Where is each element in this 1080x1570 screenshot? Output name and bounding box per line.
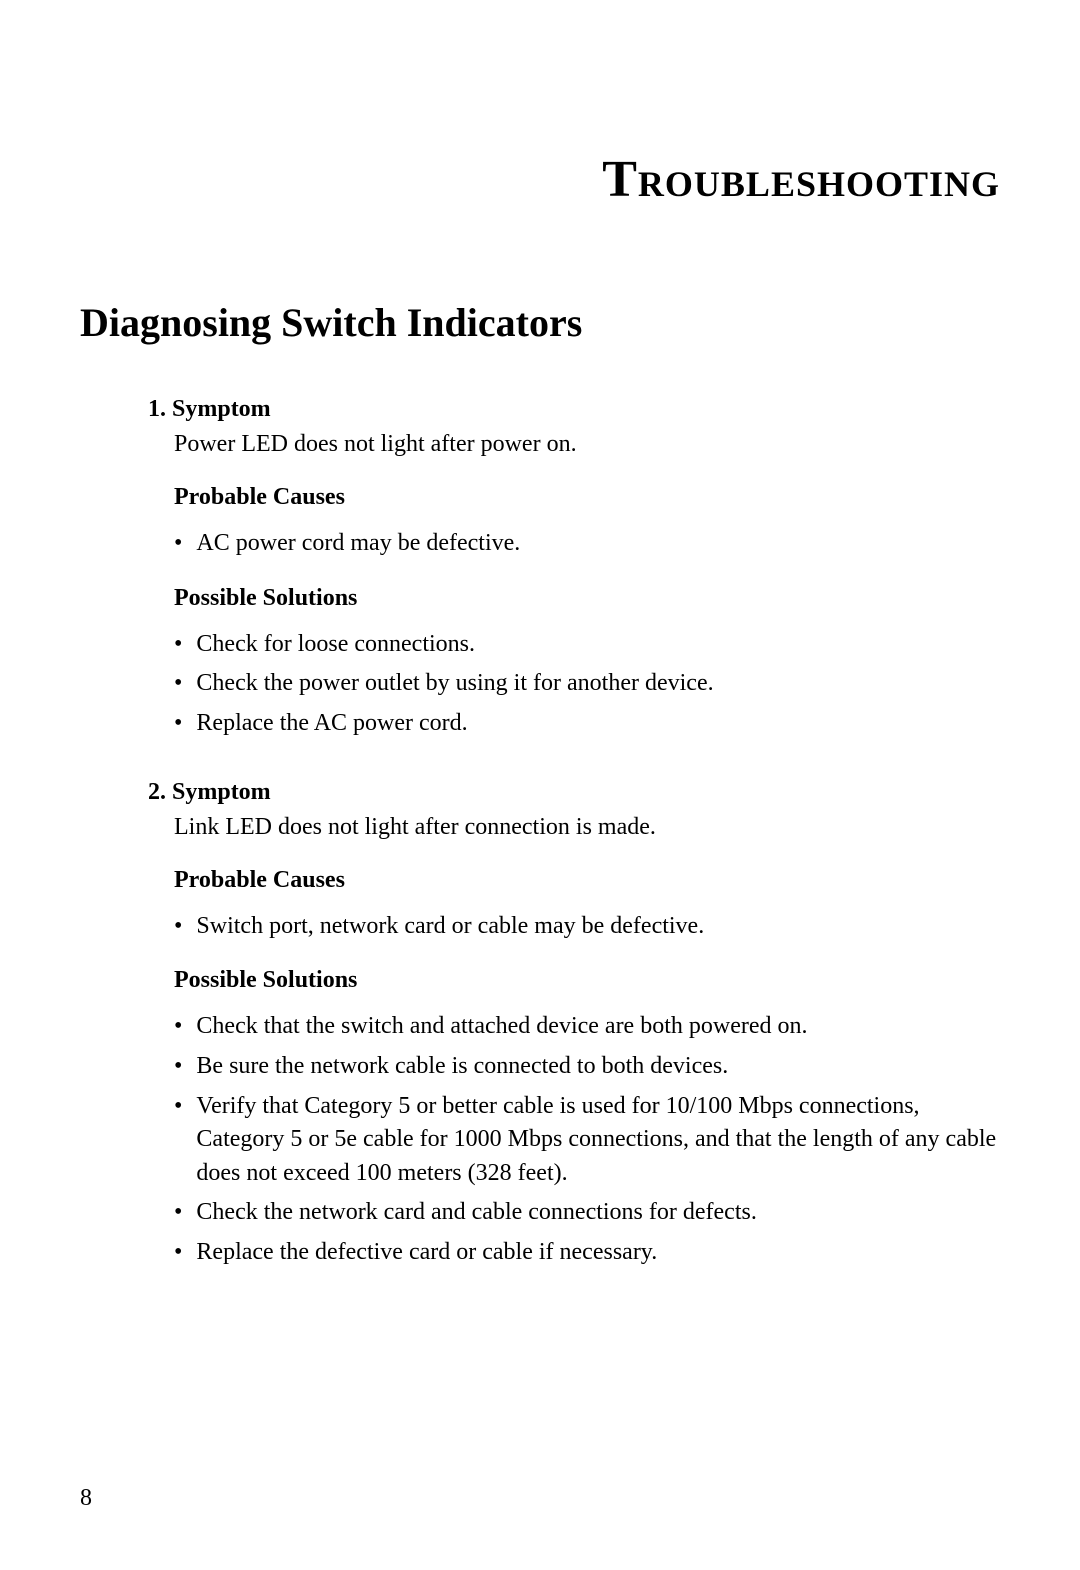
possible-solutions-section: Possible Solutions • Check that the swit… bbox=[174, 967, 1000, 1269]
bullet-text: Check that the switch and attached devic… bbox=[196, 1010, 1000, 1044]
bullet-list: • Check for loose connections. • Check t… bbox=[174, 628, 1000, 741]
list-item: • Replace the defective card or cable if… bbox=[174, 1236, 1000, 1270]
subsection-title: Probable Causes bbox=[174, 484, 1000, 511]
bullet-icon: • bbox=[174, 1010, 182, 1044]
bullet-text: AC power cord may be defective. bbox=[196, 527, 1000, 561]
page-number: 8 bbox=[80, 1485, 92, 1512]
troubleshooting-item: 1. Symptom Power LED does not light afte… bbox=[148, 396, 1000, 741]
bullet-list: • Switch port, network card or cable may… bbox=[174, 910, 1000, 944]
item-title: Symptom bbox=[172, 779, 271, 806]
list-item: • Switch port, network card or cable may… bbox=[174, 910, 1000, 944]
subsection-title: Possible Solutions bbox=[174, 967, 1000, 994]
bullet-icon: • bbox=[174, 628, 182, 662]
list-item: • Check for loose connections. bbox=[174, 628, 1000, 662]
bullet-text: Be sure the network cable is connected t… bbox=[196, 1050, 1000, 1084]
bullet-text: Check the power outlet by using it for a… bbox=[196, 667, 1000, 701]
bullet-icon: • bbox=[174, 527, 182, 561]
possible-solutions-section: Possible Solutions • Check for loose con… bbox=[174, 585, 1000, 741]
section-title: Diagnosing Switch Indicators bbox=[80, 299, 1000, 346]
bullet-icon: • bbox=[174, 1236, 182, 1270]
bullet-icon: • bbox=[174, 1196, 182, 1230]
list-item: • AC power cord may be defective. bbox=[174, 527, 1000, 561]
list-item: • Check the network card and cable conne… bbox=[174, 1196, 1000, 1230]
list-item: • Verify that Category 5 or better cable… bbox=[174, 1090, 1000, 1191]
bullet-icon: • bbox=[174, 910, 182, 944]
list-item: • Check that the switch and attached dev… bbox=[174, 1010, 1000, 1044]
bullet-text: Check the network card and cable connect… bbox=[196, 1196, 1000, 1230]
bullet-list: • AC power cord may be defective. bbox=[174, 527, 1000, 561]
troubleshooting-item: 2. Symptom Link LED does not light after… bbox=[148, 779, 1000, 1270]
item-header: 2. Symptom bbox=[148, 779, 1000, 806]
chapter-title: Troubleshooting bbox=[80, 150, 1000, 209]
bullet-icon: • bbox=[174, 667, 182, 701]
bullet-icon: • bbox=[174, 707, 182, 741]
item-description: Power LED does not light after power on. bbox=[174, 429, 1000, 460]
bullet-text: Check for loose connections. bbox=[196, 628, 1000, 662]
probable-causes-section: Probable Causes • Switch port, network c… bbox=[174, 867, 1000, 944]
bullet-text: Verify that Category 5 or better cable i… bbox=[196, 1090, 1000, 1191]
subsection-title: Possible Solutions bbox=[174, 585, 1000, 612]
item-header: 1. Symptom bbox=[148, 396, 1000, 423]
item-number: 1. bbox=[148, 396, 166, 423]
item-description: Link LED does not light after connection… bbox=[174, 812, 1000, 843]
bullet-icon: • bbox=[174, 1090, 182, 1191]
list-item: • Be sure the network cable is connected… bbox=[174, 1050, 1000, 1084]
bullet-icon: • bbox=[174, 1050, 182, 1084]
list-item: • Check the power outlet by using it for… bbox=[174, 667, 1000, 701]
item-number: 2. bbox=[148, 779, 166, 806]
bullet-text: Switch port, network card or cable may b… bbox=[196, 910, 1000, 944]
item-title: Symptom bbox=[172, 396, 271, 423]
list-item: • Replace the AC power cord. bbox=[174, 707, 1000, 741]
bullet-list: • Check that the switch and attached dev… bbox=[174, 1010, 1000, 1269]
probable-causes-section: Probable Causes • AC power cord may be d… bbox=[174, 484, 1000, 561]
subsection-title: Probable Causes bbox=[174, 867, 1000, 894]
bullet-text: Replace the AC power cord. bbox=[196, 707, 1000, 741]
bullet-text: Replace the defective card or cable if n… bbox=[196, 1236, 1000, 1270]
